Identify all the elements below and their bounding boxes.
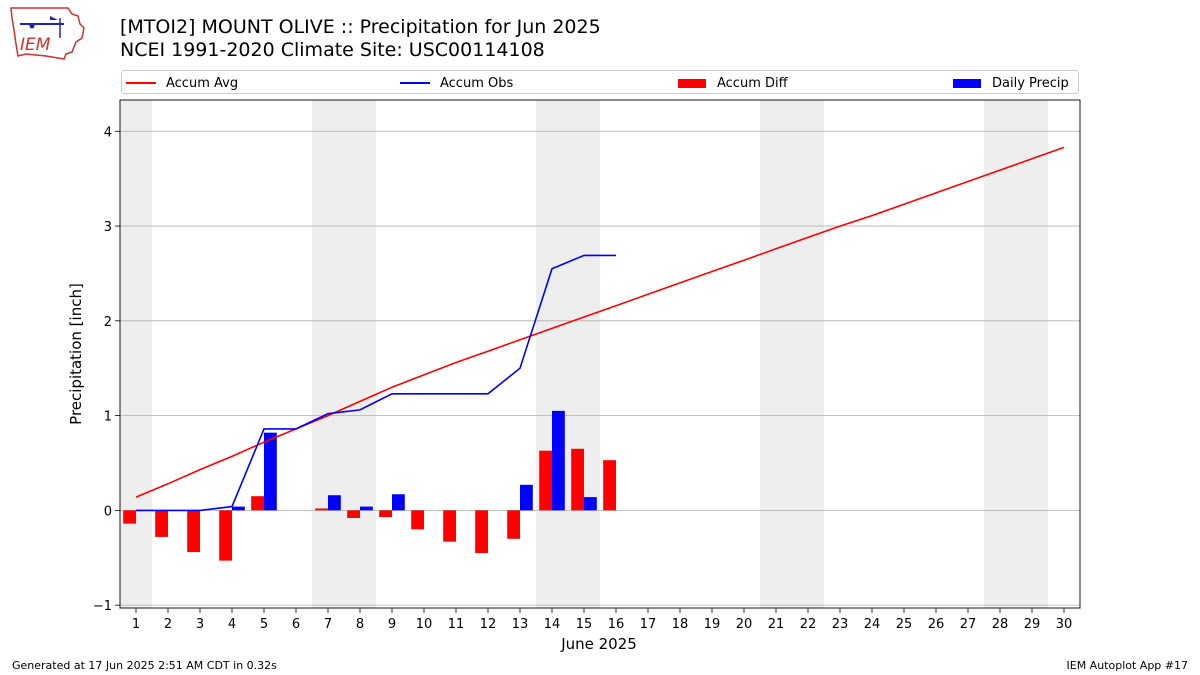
x-tick-label: 9 <box>388 617 396 632</box>
chart-title: [MTOI2] MOUNT OLIVE :: Precipitation for… <box>120 16 601 38</box>
accum-diff-bar <box>475 510 488 554</box>
footer-app: IEM Autoplot App #17 <box>1066 659 1189 672</box>
x-tick-label: 25 <box>896 617 913 632</box>
x-tick-label: 6 <box>292 617 300 632</box>
legend-label: Accum Diff <box>717 75 788 91</box>
x-tick-label: 27 <box>960 617 977 632</box>
weekend-band <box>120 100 152 608</box>
weekend-band <box>984 100 1016 608</box>
daily-precip-bar <box>328 495 341 511</box>
daily-precip-bar <box>552 410 565 511</box>
x-tick-label: 28 <box>992 617 1009 632</box>
legend-swatch <box>678 78 706 88</box>
bars <box>123 410 616 561</box>
weekend-shading <box>120 100 1048 608</box>
daily-precip-bar <box>232 506 245 511</box>
legend-label: Accum Obs <box>440 75 514 91</box>
grid-lines <box>120 130 1080 606</box>
x-tick-label: 26 <box>928 617 945 632</box>
chart-subtitle: NCEI 1991-2020 Climate Site: USC00114108 <box>120 39 545 61</box>
legend-item-accum-diff: Accum Diff <box>678 74 788 92</box>
legend-item-daily-precip: Daily Precip <box>953 74 1069 92</box>
weekend-band <box>536 100 568 608</box>
legend-label: Accum Avg <box>166 75 239 91</box>
x-tick-label: 23 <box>832 617 849 632</box>
daily-precip-bar <box>264 432 277 511</box>
x-tick-label: 7 <box>324 617 332 632</box>
accum-diff-bar <box>379 510 392 518</box>
accum-diff-bar <box>347 510 360 518</box>
x-tick-label: 24 <box>864 617 881 632</box>
x-tick-label: 4 <box>228 617 236 632</box>
x-tick-label: 14 <box>544 617 561 632</box>
plot-frame <box>119 99 1081 609</box>
legend-item-accum-avg: Accum Avg <box>126 74 238 92</box>
x-tick-label: 21 <box>768 617 785 632</box>
accum-diff-bar <box>219 510 232 561</box>
daily-precip-bar <box>520 484 533 511</box>
x-tick-label: 19 <box>704 617 721 632</box>
legend-label: Daily Precip <box>992 75 1069 91</box>
iem-logo: IEM <box>10 7 85 60</box>
daily-precip-bar <box>392 494 405 511</box>
accum-diff-bar <box>251 496 264 511</box>
accum-diff-bar <box>315 508 328 511</box>
x-tick-label: 15 <box>576 617 593 632</box>
x-tick-label: 2 <box>164 617 172 632</box>
weekend-band <box>1016 100 1048 608</box>
x-tick-label: 8 <box>356 617 364 632</box>
y-tick-label: 0 <box>104 504 112 519</box>
daily-precip-bar <box>584 497 597 511</box>
weekend-band <box>760 100 792 608</box>
legend: Accum Avg Accum Obs Accum Diff Daily Pre… <box>121 70 1079 94</box>
x-tick-label: 3 <box>196 617 204 632</box>
lines <box>135 146 1065 512</box>
accum-diff-bar <box>603 460 616 511</box>
accum-obs-line <box>136 254 616 512</box>
legend-swatch <box>126 82 156 84</box>
accum-diff-bar <box>123 510 136 524</box>
accum-diff-bar <box>539 450 552 511</box>
legend-swatch <box>953 78 981 88</box>
legend-item-accum-obs: Accum Obs <box>400 74 513 92</box>
x-tick-label: 18 <box>672 617 689 632</box>
x-tick-label: 5 <box>260 617 268 632</box>
daily-precip-bar <box>360 506 373 511</box>
x-tick-label: 12 <box>480 617 497 632</box>
x-axis-label: June 2025 <box>560 635 637 653</box>
y-tick-label: 4 <box>104 125 112 140</box>
x-tick-label: 13 <box>512 617 529 632</box>
x-tick-label: 10 <box>416 617 433 632</box>
accum-diff-bar <box>187 510 200 553</box>
weekend-band <box>312 100 344 608</box>
x-tick-label: 29 <box>1024 617 1041 632</box>
x-tick-label: 30 <box>1056 617 1073 632</box>
y-tick-label: 2 <box>104 315 112 330</box>
y-tick-label: 1 <box>104 410 112 425</box>
y-tick-label: 3 <box>104 220 112 235</box>
x-tick-label: 16 <box>608 617 625 632</box>
x-tick-label: 11 <box>448 617 465 632</box>
accum-diff-bar <box>443 510 456 542</box>
x-tick-label: 20 <box>736 617 753 632</box>
footer-generated: Generated at 17 Jun 2025 2:51 AM CDT in … <box>12 659 277 672</box>
x-tick-label: 1 <box>132 617 140 632</box>
weekend-band <box>568 100 600 608</box>
weekend-band <box>792 100 824 608</box>
weekend-band <box>344 100 376 608</box>
accum-avg-line <box>135 146 1065 498</box>
accum-diff-bar <box>571 448 584 511</box>
accum-diff-bar <box>155 510 168 537</box>
accum-diff-bar <box>507 510 520 539</box>
x-tick-label: 17 <box>640 617 657 632</box>
x-tick-label: 22 <box>800 617 817 632</box>
logo-text: IEM <box>20 35 51 55</box>
y-tick-label: −1 <box>93 599 112 614</box>
accum-diff-bar <box>411 510 424 530</box>
y-axis-label: Precipitation [inch] <box>67 283 85 425</box>
legend-swatch <box>400 82 430 84</box>
